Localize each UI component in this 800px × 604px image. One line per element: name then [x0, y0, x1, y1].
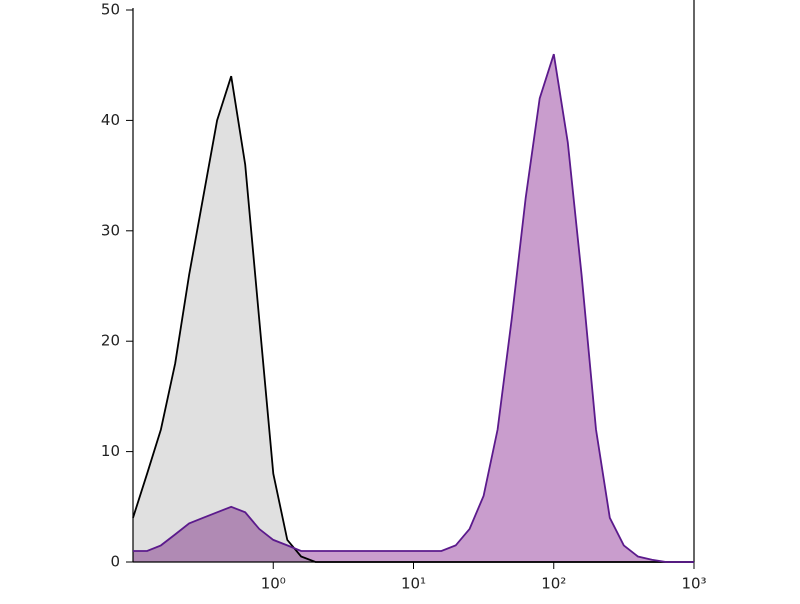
area-line	[133, 53, 694, 563]
y-tick-label: 40	[101, 111, 120, 129]
area-fill	[133, 54, 694, 562]
y-tick-label: 20	[101, 332, 120, 350]
x-tick-label: 10⁰	[261, 575, 286, 593]
y-tick-label: 10	[101, 442, 120, 460]
y-tick-label: 50	[101, 1, 120, 19]
y-tick-label: 0	[110, 553, 120, 571]
x-tick-label: 10²	[541, 575, 566, 593]
y-tick-label: 30	[101, 221, 120, 239]
x-tick-label: 10³	[681, 575, 706, 593]
x-tick-label: 10¹	[401, 575, 426, 593]
area-fill	[133, 76, 694, 562]
